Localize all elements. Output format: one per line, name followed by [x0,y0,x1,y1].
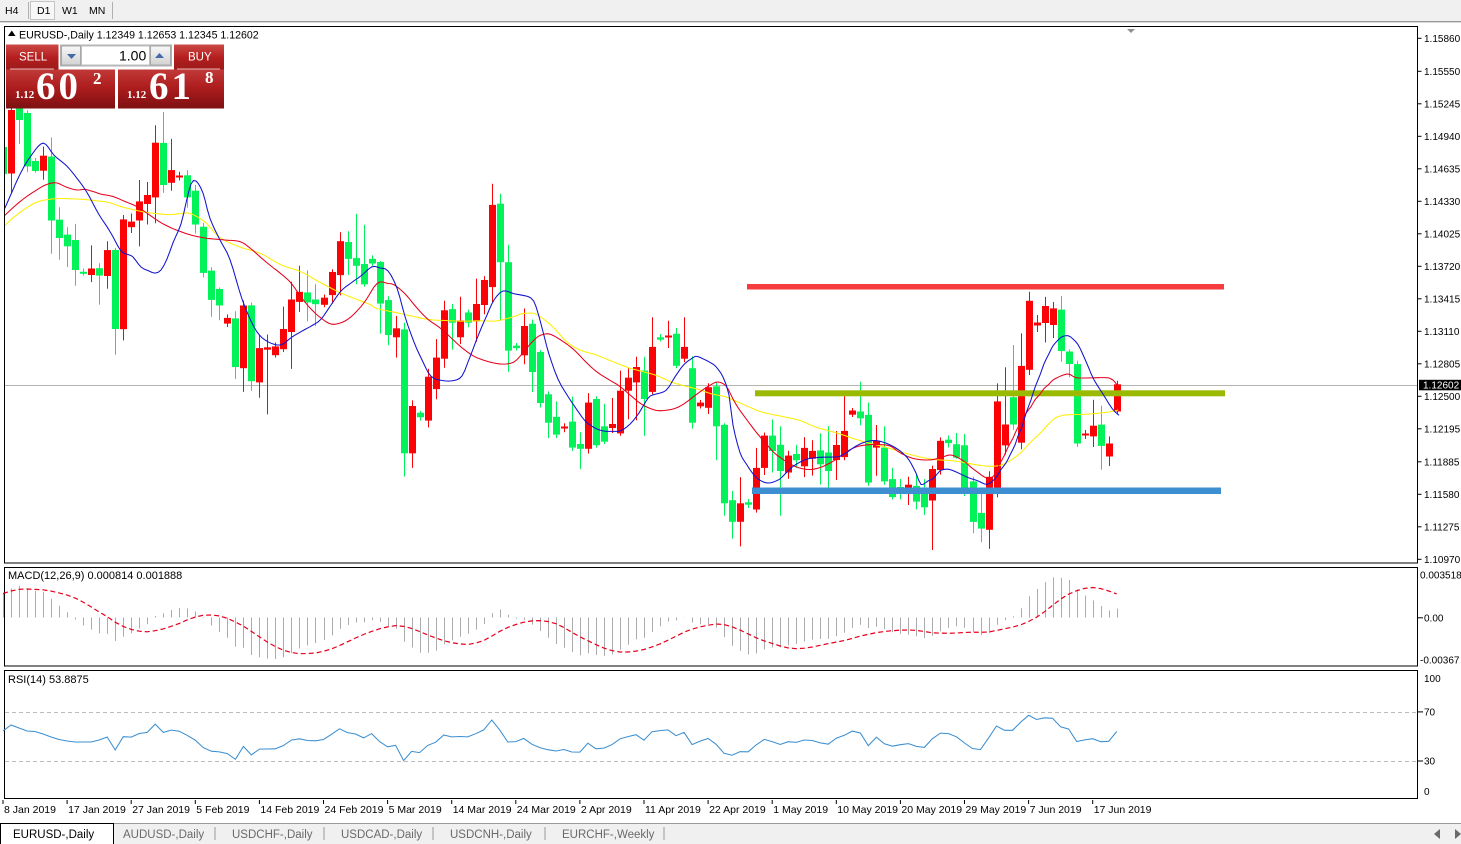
svg-text:22 Apr 2019: 22 Apr 2019 [709,804,766,816]
svg-text:1.11275: 1.11275 [1424,522,1460,533]
svg-text:5 Feb 2019: 5 Feb 2019 [196,804,249,816]
svg-text:1.12805: 1.12805 [1424,359,1461,370]
svg-text:1.11885: 1.11885 [1424,457,1460,468]
svg-text:EURCHF-,Weekly: EURCHF-,Weekly [562,829,655,841]
svg-text:29 May 2019: 29 May 2019 [966,804,1027,816]
svg-text:10 May 2019: 10 May 2019 [837,804,898,816]
svg-text:1.10970: 1.10970 [1424,555,1461,566]
svg-text:0.003518: 0.003518 [1420,570,1461,581]
svg-text:60: 60 [36,65,81,108]
svg-text:MN: MN [89,5,105,17]
svg-text:1.14940: 1.14940 [1424,132,1461,143]
svg-text:D1: D1 [37,5,51,17]
svg-text:1.14635: 1.14635 [1424,164,1461,175]
svg-text:8: 8 [205,68,214,87]
svg-text:1.12: 1.12 [15,89,35,101]
svg-text:100: 100 [1424,674,1441,685]
svg-text:1.13110: 1.13110 [1424,327,1460,338]
svg-text:AUDUSD-,Daily: AUDUSD-,Daily [123,829,204,841]
svg-text:1 May 2019: 1 May 2019 [773,804,828,816]
svg-text:1.14025: 1.14025 [1424,229,1461,240]
svg-text:1.12195: 1.12195 [1424,424,1461,435]
svg-text:1.15860: 1.15860 [1424,34,1461,45]
svg-text:SELL: SELL [19,52,48,64]
svg-text:7 Jun 2019: 7 Jun 2019 [1030,804,1082,816]
svg-text:11 Apr 2019: 11 Apr 2019 [645,804,701,816]
svg-text:W1: W1 [62,5,78,17]
svg-text:8 Jan 2019: 8 Jan 2019 [4,804,56,816]
svg-text:1.00: 1.00 [119,48,146,64]
svg-text:5 Mar 2019: 5 Mar 2019 [389,804,442,816]
svg-text:USDCNH-,Daily: USDCNH-,Daily [450,829,532,841]
svg-text:1.12500: 1.12500 [1424,392,1461,403]
svg-text:17 Jun 2019: 17 Jun 2019 [1094,804,1152,816]
svg-text:0: 0 [1424,787,1430,798]
svg-text:24 Mar 2019: 24 Mar 2019 [517,804,576,816]
svg-text:30: 30 [1424,757,1436,768]
svg-text:24 Feb 2019: 24 Feb 2019 [325,804,384,816]
svg-text:1.11580: 1.11580 [1424,490,1460,501]
svg-text:20 May 2019: 20 May 2019 [901,804,962,816]
svg-text:70: 70 [1424,707,1436,718]
svg-text:1.15550: 1.15550 [1424,67,1461,78]
svg-text:14 Feb 2019: 14 Feb 2019 [260,804,319,816]
svg-text:61: 61 [149,65,194,108]
svg-text:1.14330: 1.14330 [1424,197,1461,208]
svg-text:1.12: 1.12 [127,89,147,101]
svg-text:14 Mar 2019: 14 Mar 2019 [453,804,512,816]
svg-text:USDCHF-,Daily: USDCHF-,Daily [232,829,313,841]
svg-text:1.13720: 1.13720 [1424,262,1461,273]
svg-text:27 Jan 2019: 27 Jan 2019 [132,804,190,816]
svg-text:EURUSD-,Daily 1.12349 1.12653: EURUSD-,Daily 1.12349 1.12653 1.12345 1.… [19,30,259,42]
svg-text:-0.00367: -0.00367 [1420,656,1460,667]
svg-text:EURUSD-,Daily: EURUSD-,Daily [13,829,94,841]
svg-text:1.13415: 1.13415 [1424,294,1461,305]
svg-text:0.00: 0.00 [1424,613,1444,624]
svg-text:BUY: BUY [188,52,212,64]
svg-text:MACD(12,26,9) 0.000814 0.00188: MACD(12,26,9) 0.000814 0.001888 [8,570,182,582]
svg-text:USDCAD-,Daily: USDCAD-,Daily [341,829,422,841]
svg-text:17 Jan 2019: 17 Jan 2019 [68,804,126,816]
svg-text:2 Apr 2019: 2 Apr 2019 [581,804,632,816]
svg-text:1.15245: 1.15245 [1424,99,1461,110]
svg-text:2: 2 [93,69,102,88]
svg-text:RSI(14) 53.8875: RSI(14) 53.8875 [8,674,89,686]
svg-text:H4: H4 [5,5,19,17]
svg-text:1.12602: 1.12602 [1423,380,1460,391]
